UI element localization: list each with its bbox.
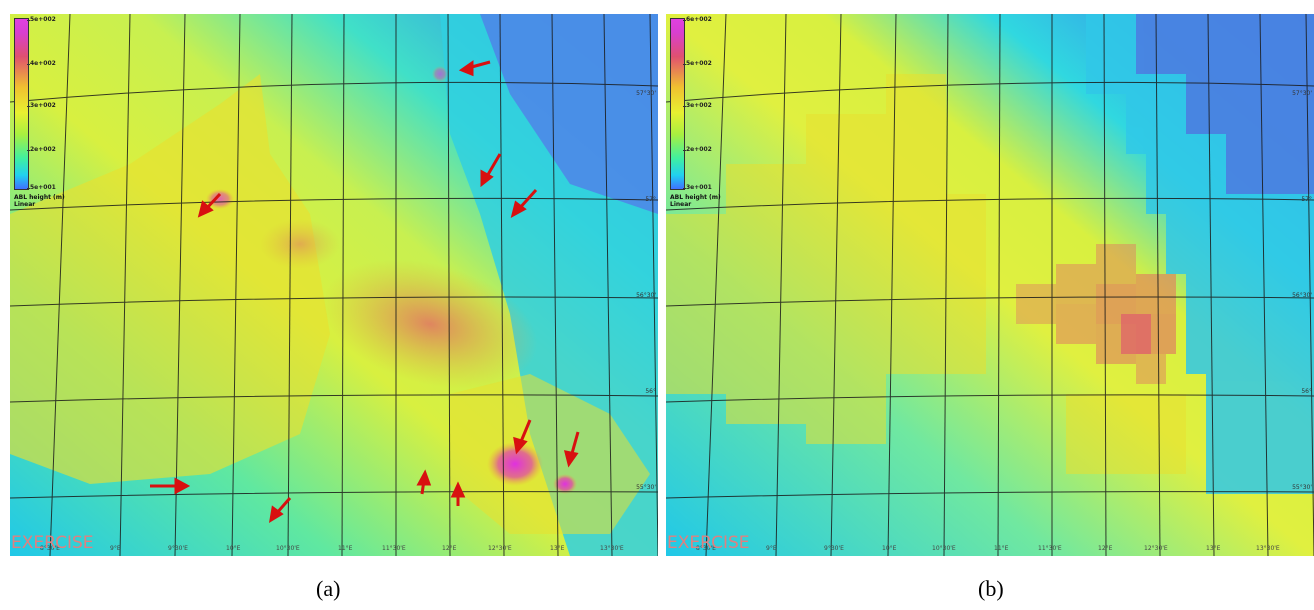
arrow-2 — [480, 153, 502, 188]
colorbar-label: 6e+002 — [686, 16, 712, 23]
arrows-group — [150, 60, 580, 523]
lon-label: 11°30'E — [382, 545, 406, 552]
lat-label: 56° — [645, 388, 656, 395]
lat-label: 56°30' — [636, 292, 656, 299]
lon-label: 13°E — [1206, 545, 1221, 552]
lon-label: 12°30'E — [1144, 545, 1168, 552]
lat-label: 56°30' — [1292, 292, 1312, 299]
colorbar-label: 4e+002 — [30, 60, 56, 67]
exercise-watermark: EXERCISE — [667, 533, 750, 553]
lon-label: 10°30'E — [932, 545, 956, 552]
abl-height-map-b — [666, 14, 1314, 556]
colorbar-label: 3e+001 — [686, 184, 712, 191]
colorbar-label: 2e+002 — [686, 146, 712, 153]
lon-label: 10°30'E — [276, 545, 300, 552]
colorbar-tick — [27, 20, 30, 21]
lat-label: 55°30' — [1292, 484, 1312, 491]
legend-subtitle: Linear — [14, 201, 36, 208]
legend-title: ABL height (m) — [14, 194, 65, 201]
colorbar-tick — [683, 106, 686, 107]
map-panel-a: 5e+002 4e+002 3e+002 2e+002 5e+001 ABL h… — [10, 14, 658, 556]
arrow-7 — [150, 477, 191, 495]
map-panel-b: 6e+002 5e+002 3e+002 2e+002 3e+001 ABL h… — [666, 14, 1314, 556]
lat-label: 55°30' — [636, 484, 656, 491]
arrow-1 — [458, 60, 491, 77]
lon-label: 9°30'E — [824, 545, 844, 552]
colorbar-tick — [683, 64, 686, 65]
colorbar-label: 5e+001 — [30, 184, 56, 191]
colorbar-label: 3e+002 — [30, 102, 56, 109]
lon-label: 8°30'E — [40, 545, 60, 552]
arrow-10 — [450, 481, 466, 506]
legend-subtitle: Linear — [670, 201, 692, 208]
lat-label: 57°30' — [1292, 90, 1312, 97]
lon-label: 11°30'E — [1038, 545, 1062, 552]
colorbar-tick — [27, 150, 30, 151]
colorbar-tick — [27, 106, 30, 107]
colorbar-b — [670, 18, 685, 190]
colorbar-tick — [27, 188, 30, 189]
lat-label: 57° — [645, 196, 656, 203]
lon-label: 12°E — [1098, 545, 1113, 552]
lat-label: 56° — [1301, 388, 1312, 395]
colorbar-label: 3e+002 — [686, 102, 712, 109]
colorbar-tick — [683, 20, 686, 21]
colorbar-tick — [27, 64, 30, 65]
lon-label: 11°E — [338, 545, 353, 552]
arrow-3 — [510, 188, 538, 218]
legend-title: ABL height (m) — [670, 194, 721, 201]
lat-label: 57° — [1301, 196, 1312, 203]
lon-label: 11°E — [994, 545, 1009, 552]
lon-label: 10°E — [882, 545, 897, 552]
colorbar-label: 5e+002 — [30, 16, 56, 23]
colorbar-label: 5e+002 — [686, 60, 712, 67]
lon-label: 9°E — [766, 545, 777, 552]
arrow-5 — [513, 419, 532, 455]
arrow-4 — [197, 192, 222, 218]
colorbar-tick — [683, 188, 686, 189]
lon-label: 9°30'E — [168, 545, 188, 552]
lon-label: 9°E — [110, 545, 121, 552]
lon-label: 8°30'E — [696, 545, 716, 552]
colorbar-label: 2e+002 — [30, 146, 56, 153]
arrow-6 — [563, 431, 580, 468]
lon-label: 13°E — [550, 545, 565, 552]
lon-label: 12°E — [442, 545, 457, 552]
lon-label: 10°E — [226, 545, 241, 552]
lon-label: 13°30'E — [600, 545, 624, 552]
abl-height-map-a — [10, 14, 658, 556]
colorbar-a — [14, 18, 29, 190]
arrow-8 — [268, 497, 292, 523]
lon-label: 13°30'E — [1256, 545, 1280, 552]
colorbar-tick — [683, 150, 686, 151]
caption-a: (a) — [316, 576, 341, 601]
caption-b: (b) — [978, 576, 1004, 601]
lat-label: 57°30' — [636, 90, 656, 97]
exercise-watermark: EXERCISE — [11, 533, 94, 553]
lon-label: 12°30'E — [488, 545, 512, 552]
arrow-9 — [416, 469, 432, 495]
